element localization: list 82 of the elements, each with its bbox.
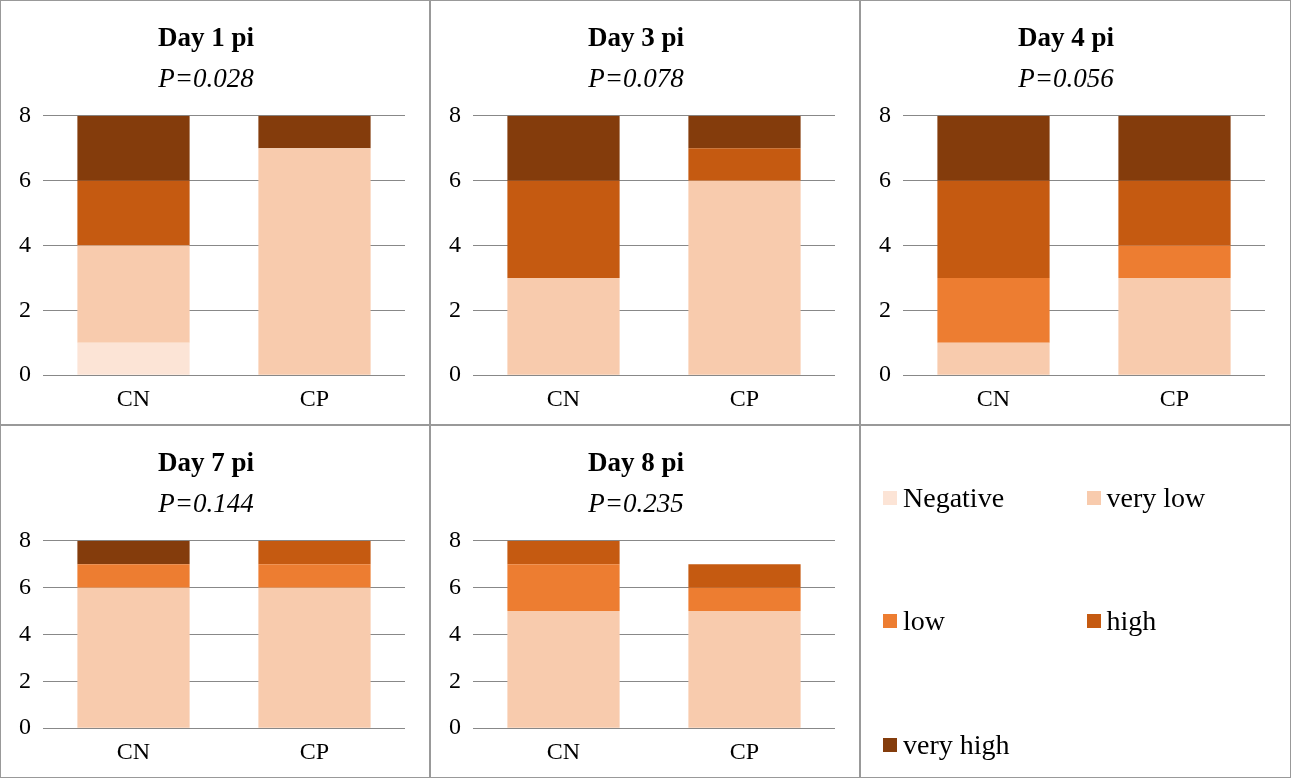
y-tick-label: 6 — [449, 572, 461, 599]
bar — [77, 342, 190, 375]
bar — [1118, 277, 1231, 375]
chart-subtitle: P=0.056 — [1017, 62, 1115, 93]
chart-title: Day 3 pi — [587, 22, 685, 53]
bar — [688, 148, 801, 181]
legend-label: very high — [903, 729, 1010, 762]
y-tick-label: 2 — [19, 666, 31, 693]
y-tick-label: 0 — [449, 713, 461, 740]
x-tick-label: CN — [546, 384, 581, 411]
x-tick-label: CP — [299, 384, 330, 411]
bar — [688, 611, 801, 728]
y-tick-label: 0 — [449, 360, 461, 387]
chart-title: Day 1 pi — [157, 22, 255, 53]
bar — [688, 115, 801, 149]
y-tick-label: 0 — [879, 360, 891, 387]
bar — [77, 180, 190, 246]
bar — [507, 564, 620, 612]
y-tick-label: 4 — [449, 619, 461, 646]
y-tick-label: 8 — [449, 526, 461, 553]
bar — [507, 611, 620, 728]
y-tick-label: 4 — [879, 230, 891, 257]
chart-title: Day 7 pi — [157, 447, 255, 478]
legend-label: Negative — [903, 481, 1005, 514]
y-tick-label: 4 — [19, 619, 31, 646]
bar — [77, 587, 190, 728]
y-tick-label: 6 — [19, 572, 31, 599]
bar — [507, 115, 620, 181]
chart-title: Day 8 pi — [587, 447, 685, 478]
x-tick-label: CN — [116, 384, 151, 411]
bar — [688, 180, 801, 375]
bar — [77, 540, 190, 565]
bar — [1118, 245, 1231, 278]
bar — [937, 180, 1050, 278]
bar — [937, 115, 1050, 181]
bar — [1118, 180, 1231, 246]
bar — [258, 115, 371, 149]
bar — [688, 564, 801, 588]
y-tick-label: 4 — [449, 230, 461, 257]
bar — [258, 587, 371, 728]
bar — [77, 245, 190, 343]
bar — [77, 564, 190, 588]
bar — [507, 540, 620, 565]
bar — [507, 180, 620, 278]
chart-subtitle: P=0.028 — [157, 62, 255, 93]
y-tick-label: 2 — [449, 666, 461, 693]
x-tick-label: CP — [729, 384, 760, 411]
bar — [688, 587, 801, 612]
x-tick-label: CN — [546, 737, 581, 764]
y-tick-label: 4 — [19, 230, 31, 257]
bar — [937, 277, 1050, 343]
y-tick-label: 8 — [19, 101, 31, 128]
chart-subtitle: P=0.144 — [157, 487, 254, 518]
y-tick-label: 0 — [19, 360, 31, 387]
y-tick-label: 6 — [19, 165, 31, 192]
y-tick-label: 8 — [449, 101, 461, 128]
x-tick-label: CN — [116, 737, 151, 764]
y-tick-label: 2 — [879, 295, 891, 322]
legend-label: very low — [1106, 481, 1206, 514]
x-tick-label: CN — [976, 384, 1011, 411]
y-tick-label: 2 — [449, 295, 461, 322]
bar — [507, 277, 620, 375]
bar — [258, 564, 371, 588]
chart-subtitle: P=0.078 — [587, 62, 685, 93]
y-tick-label: 8 — [19, 526, 31, 553]
bar — [1118, 115, 1231, 181]
chart-subtitle: P=0.235 — [587, 487, 684, 518]
bar — [937, 342, 1050, 375]
x-tick-label: CP — [729, 737, 760, 764]
y-tick-label: 6 — [879, 165, 891, 192]
legend-label: high — [1106, 605, 1157, 638]
y-tick-label: 8 — [879, 101, 891, 128]
chart-title: Day 4 pi — [1017, 22, 1115, 53]
legend-label: low — [903, 605, 945, 638]
y-tick-label: 2 — [19, 295, 31, 322]
x-tick-label: CP — [299, 737, 330, 764]
bar — [77, 115, 190, 181]
bar — [258, 540, 371, 565]
x-tick-label: CP — [1159, 384, 1190, 411]
y-tick-label: 0 — [19, 713, 31, 740]
y-tick-label: 6 — [449, 165, 461, 192]
bar — [258, 148, 371, 375]
